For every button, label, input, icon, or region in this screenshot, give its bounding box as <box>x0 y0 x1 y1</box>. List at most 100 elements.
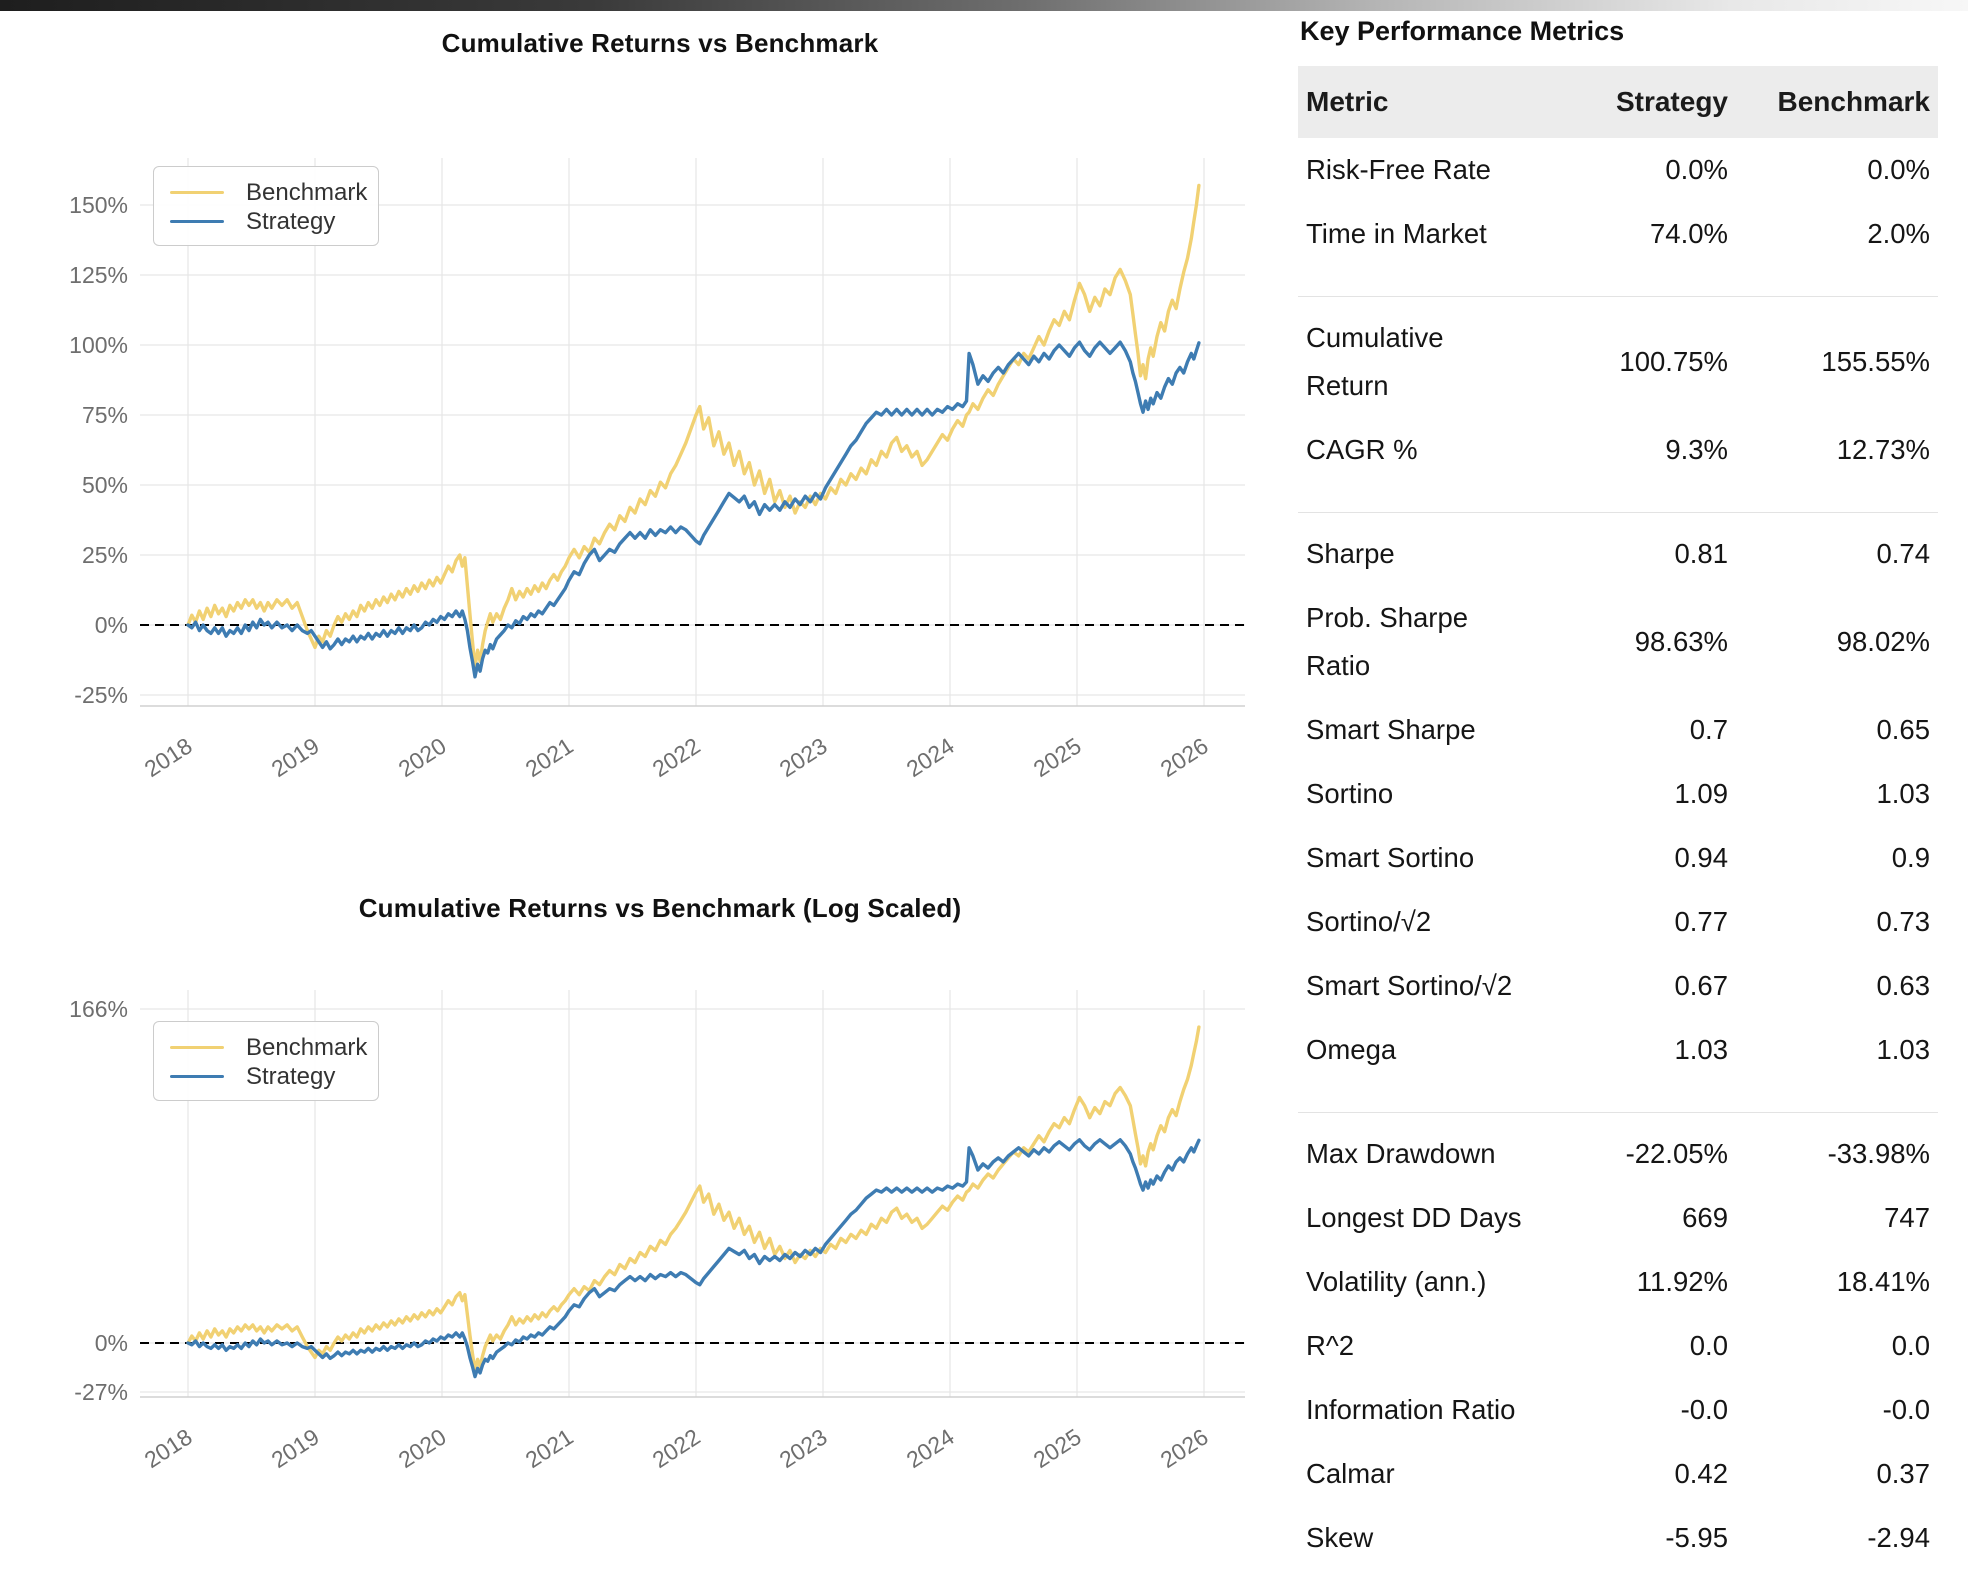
strategy-value: 11.92% <box>1636 1266 1728 1297</box>
y-tick-label: -25% <box>74 682 128 708</box>
metrics-title: Key Performance Metrics <box>1300 16 1625 46</box>
benchmark-value: 0.74 <box>1876 538 1930 569</box>
x-tick-label: 2018 <box>140 1423 197 1473</box>
metrics-row: Prob. Sharpe Ratio 98.63% 98.02% <box>1298 586 1938 698</box>
x-tick-label: 2020 <box>394 732 451 782</box>
strategy-value: 1.09 <box>1674 778 1728 809</box>
strategy-value: 0.0 <box>1689 1330 1728 1361</box>
metric-label: Max Drawdown <box>1306 1138 1496 1169</box>
x-tick-label: 2018 <box>140 732 197 782</box>
strategy-value: 100.75% <box>1619 346 1728 377</box>
benchmark-value: 98.02% <box>1836 626 1930 657</box>
metrics-row: Smart Sortino 0.94 0.9 <box>1298 826 1938 890</box>
metric-label: Sharpe <box>1306 538 1395 569</box>
benchmark-value: 0.37 <box>1876 1458 1930 1489</box>
y-tick-label: 0% <box>95 612 128 638</box>
benchmark-value: 2.0% <box>1867 218 1930 249</box>
metrics-row: Skew -5.95 -2.94 <box>1298 1506 1938 1570</box>
benchmark-value: 0.0 <box>1891 1330 1930 1361</box>
strategy-value: 0.94 <box>1674 842 1728 873</box>
strategy-value: 0.7 <box>1689 714 1728 745</box>
strategy-value: 9.3% <box>1665 434 1728 465</box>
x-tick-label: 2020 <box>394 1423 451 1473</box>
metric-label: Longest DD Days <box>1306 1202 1522 1233</box>
metrics-row: Sortino/√2 0.77 0.73 <box>1298 890 1938 954</box>
x-tick-label: 2019 <box>267 732 324 782</box>
metric-label: Omega <box>1306 1034 1397 1065</box>
metrics-row: Smart Sharpe 0.7 0.65 <box>1298 698 1938 762</box>
chart-log-legend: Benchmark Strategy <box>153 1021 379 1101</box>
metrics-header-row: Metric Strategy Benchmark <box>1298 66 1938 138</box>
x-tick-label: 2021 <box>521 732 578 782</box>
charts-canvas: 2018 2019 2020 2021 2022 2023 2024 2025 2026 150%… <box>69 158 1245 1473</box>
legend-label-strategy: Strategy <box>246 207 336 235</box>
strategy-value: 0.77 <box>1674 906 1728 937</box>
benchmark-value: 12.73% <box>1836 434 1930 465</box>
strategy-value: 0.42 <box>1674 1458 1728 1489</box>
chart-linear: 2018 2019 2020 2021 2022 2023 2024 2025 2026 150%… <box>69 158 1245 782</box>
y-tick-label: 0% <box>95 1330 128 1356</box>
x-tick-label: 2023 <box>775 732 832 782</box>
strategy-value: -0.0 <box>1680 1394 1728 1425</box>
strategy-value: 0.81 <box>1674 538 1728 569</box>
metrics-row: Time in Market 74.0% 2.0% <box>1298 202 1938 266</box>
chart-log-title: Cumulative Returns vs Benchmark (Log Sca… <box>358 893 962 923</box>
legend-entry-strategy: Strategy <box>170 1062 362 1091</box>
benchmark-value: 155.55% <box>1821 346 1930 377</box>
y-tick-label: 25% <box>82 542 128 568</box>
metrics-row: Longest DD Days 669 747 <box>1298 1186 1938 1250</box>
benchmark-value: -2.94 <box>1867 1522 1930 1553</box>
x-tick-label: 2023 <box>775 1423 832 1473</box>
benchmark-value: -33.98% <box>1827 1138 1930 1169</box>
x-tick-label: 2026 <box>1156 1423 1213 1473</box>
metric-label: Skew <box>1306 1522 1374 1553</box>
metric-label: Time in Market <box>1306 218 1487 249</box>
metric-label: Sortino/√2 <box>1306 906 1432 937</box>
metric-label: Volatility (ann.) <box>1306 1266 1487 1297</box>
legend-entry-benchmark: Benchmark <box>170 178 367 207</box>
metrics-group-divider <box>1298 266 1938 306</box>
benchmark-value: 0.63 <box>1876 970 1930 1001</box>
benchmark-value: 18.41% <box>1836 1266 1930 1297</box>
strategy-value: 98.63% <box>1634 626 1728 657</box>
metrics-row: Sharpe 0.81 0.74 <box>1298 522 1938 586</box>
legend-entry-strategy: Strategy <box>170 207 362 236</box>
benchmark-value: 1.03 <box>1876 1034 1930 1065</box>
metrics-row: Risk-Free Rate 0.0% 0.0% <box>1298 138 1938 202</box>
y-tick-label: 50% <box>82 472 128 498</box>
legend-label-benchmark: Benchmark <box>246 178 368 206</box>
metrics-row: Volatility (ann.) 11.92% 18.41% <box>1298 1250 1938 1314</box>
strategy-line-swatch <box>170 1074 224 1079</box>
key-performance-metrics-panel: Key Performance Metrics Metric Strategy … <box>1298 16 1938 1570</box>
metrics-row: Sortino 1.09 1.03 <box>1298 762 1938 826</box>
chart-linear-line-benchmark <box>186 183 1201 669</box>
y-tick-label: -27% <box>74 1379 128 1405</box>
metrics-group-divider <box>1298 1082 1938 1122</box>
x-tick-label: 2025 <box>1029 732 1086 782</box>
x-tick-label: 2024 <box>902 1423 959 1473</box>
chart-linear-line-strategy <box>186 340 1201 679</box>
benchmark-value: 747 <box>1884 1202 1930 1233</box>
metrics-row: R^2 0.0 0.0 <box>1298 1314 1938 1378</box>
metric-label: Sortino <box>1306 778 1394 809</box>
metric-label: Information Ratio <box>1306 1394 1516 1425</box>
benchmark-value: 0.9 <box>1891 842 1930 873</box>
y-tick-label: 166% <box>69 996 128 1022</box>
metrics-row: Calmar 0.42 0.37 <box>1298 1442 1938 1506</box>
benchmark-value: -0.0 <box>1882 1394 1930 1425</box>
x-tick-label: 2022 <box>648 1423 705 1473</box>
strategy-value: -5.95 <box>1665 1522 1728 1553</box>
strategy-value: 0.67 <box>1674 970 1728 1001</box>
benchmark-value: 1.03 <box>1876 778 1930 809</box>
metric-label: Cumulative Return <box>1306 322 1444 401</box>
metrics-group-divider <box>1298 482 1938 522</box>
metric-label: Smart Sharpe <box>1306 714 1476 745</box>
x-tick-label: 2025 <box>1029 1423 1086 1473</box>
metrics-row: CAGR % 9.3% 12.73% <box>1298 418 1938 482</box>
metrics-table: Metric Strategy Benchmark Risk-Free Rate… <box>1298 66 1938 1570</box>
header-strategy: Strategy <box>1558 66 1736 138</box>
legend-label-strategy: Strategy <box>246 1062 336 1090</box>
strategy-value: 669 <box>1682 1202 1728 1233</box>
chart-log-line-strategy <box>186 1138 1201 1379</box>
x-tick-label: 2024 <box>902 732 959 782</box>
